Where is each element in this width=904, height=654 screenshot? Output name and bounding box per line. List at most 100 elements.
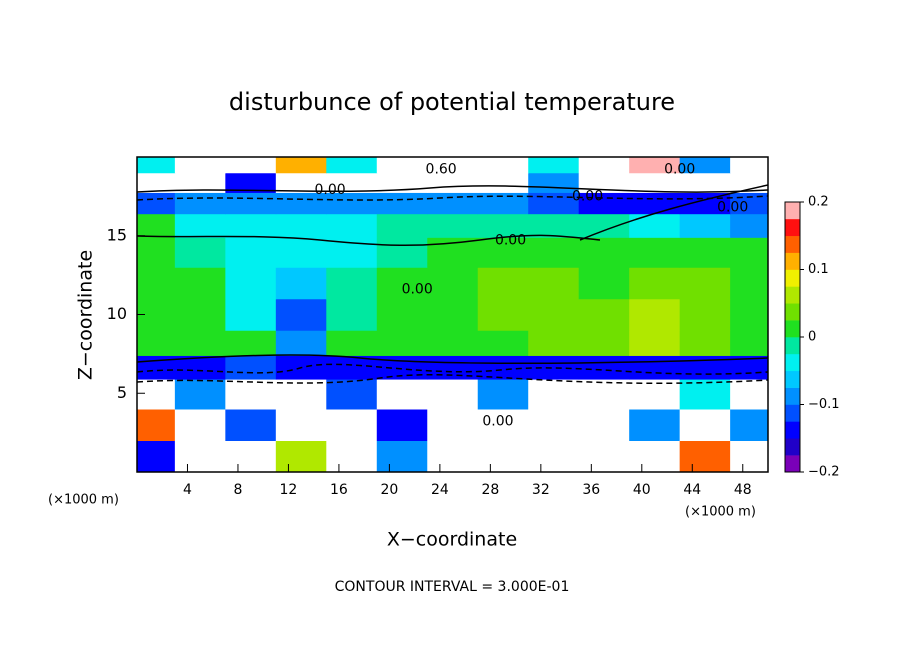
field-cell — [477, 298, 529, 331]
field-cell — [137, 409, 176, 441]
colorbar-swatch — [785, 353, 800, 372]
field-cell — [326, 379, 378, 410]
field-cell — [225, 409, 277, 441]
field-cell — [174, 192, 226, 215]
field-cell — [629, 355, 681, 380]
field-cell — [578, 409, 630, 441]
field-cell — [376, 330, 428, 356]
field-cell — [427, 298, 479, 331]
field-cell — [137, 213, 176, 238]
y-tick-label: 5 — [117, 383, 127, 402]
field-cell — [477, 213, 529, 238]
field-cell — [376, 440, 428, 473]
colorbar-swatch — [785, 269, 800, 287]
field-cell — [578, 213, 630, 238]
contour-label: 0.00 — [402, 281, 433, 297]
colorbar-tick-label: 0.2 — [808, 195, 829, 210]
colorbar-swatch — [785, 218, 800, 237]
field-cell — [376, 192, 428, 215]
colorbar-swatch — [785, 286, 800, 304]
contour-label: 0.00 — [572, 188, 603, 204]
field-cell — [578, 157, 630, 174]
field-cell — [225, 379, 277, 410]
contour-label: 0.00 — [495, 232, 526, 248]
contour-label: 0.00 — [482, 414, 513, 430]
contour-line — [136, 363, 769, 375]
field-cell — [730, 172, 769, 193]
colorbar-swatch — [785, 455, 800, 473]
field-cell — [225, 192, 277, 215]
field-cell — [275, 213, 327, 238]
field-cell — [326, 330, 378, 356]
colorbar-swatch — [785, 303, 800, 321]
field-cell — [174, 440, 226, 473]
colorbar-swatch — [785, 320, 800, 338]
field-cell — [137, 237, 176, 268]
field-cell — [578, 379, 630, 410]
field-cell — [629, 379, 681, 410]
field-cell — [326, 157, 378, 174]
field-cell — [275, 379, 327, 410]
field-cell — [427, 440, 479, 473]
field-cell — [679, 298, 731, 331]
field — [137, 157, 769, 473]
field-cell — [528, 192, 580, 215]
field-cell — [225, 172, 277, 193]
field-cell — [679, 237, 731, 268]
field-cell — [376, 213, 428, 238]
field-cell — [477, 330, 529, 356]
x-unit-right: (×1000 m) — [685, 505, 756, 520]
field-cell — [275, 440, 327, 473]
field-cell — [376, 237, 428, 268]
field-cell — [578, 172, 630, 193]
field-cell — [730, 157, 769, 174]
field-cell — [730, 267, 769, 300]
field-cell — [174, 267, 226, 300]
contour-line — [136, 354, 769, 365]
field-cell — [528, 267, 580, 300]
field-cell — [578, 298, 630, 331]
contour-line — [579, 184, 769, 241]
field-cell — [427, 379, 479, 410]
field-cell — [376, 409, 428, 441]
field-cell — [629, 330, 681, 356]
colorbar-swatch — [785, 235, 800, 253]
field-cell — [275, 330, 327, 356]
field-cell — [730, 379, 769, 410]
colorbar-tick-label: 0 — [808, 330, 816, 345]
field-cell — [477, 237, 529, 268]
colorbar-swatch — [785, 252, 800, 270]
field-cell — [225, 298, 277, 331]
field-cell — [730, 409, 769, 441]
x-tick-label: 8 — [233, 482, 242, 498]
field-cell — [275, 157, 327, 174]
field-cell — [477, 409, 529, 441]
field-cell — [629, 213, 681, 238]
field-cell — [679, 213, 731, 238]
field-cell — [629, 192, 681, 215]
field-cell — [679, 379, 731, 410]
field-cell — [629, 440, 681, 473]
x-tick-label: 24 — [431, 482, 449, 498]
field-cell — [376, 267, 428, 300]
field-cell — [326, 440, 378, 473]
field-cell — [376, 157, 428, 174]
field-cell — [174, 157, 226, 174]
field-cell — [427, 213, 479, 238]
field-cell — [578, 267, 630, 300]
field-cell — [679, 440, 731, 473]
field-cell — [528, 409, 580, 441]
field-cell — [477, 355, 529, 380]
field-cell — [137, 267, 176, 300]
contour-line — [136, 185, 769, 193]
contour-label: 0.00 — [717, 199, 748, 215]
field-cell — [326, 213, 378, 238]
field-cell — [275, 172, 327, 193]
field-cell — [275, 409, 327, 441]
contour-lines — [136, 184, 769, 384]
colorbar-swatch — [785, 387, 800, 405]
y-tick-label: 15 — [107, 225, 127, 244]
field-cell — [477, 267, 529, 300]
field-cell — [174, 213, 226, 238]
